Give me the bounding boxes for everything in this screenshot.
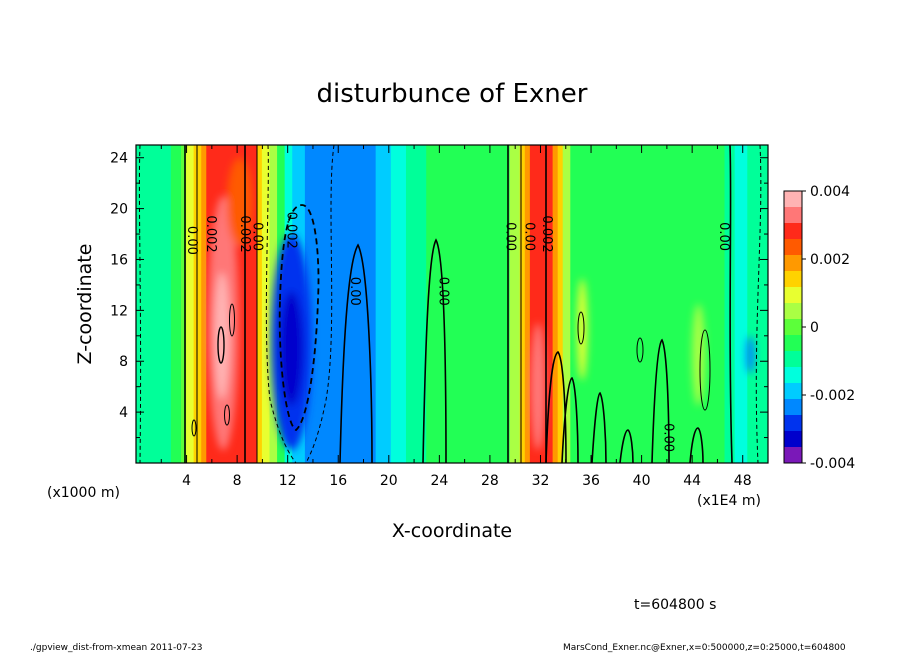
plot-frame (135, 144, 769, 464)
x-tick-label: 40 (633, 473, 651, 489)
contour-lines (138, 145, 762, 463)
field-feature (745, 335, 755, 374)
field-band (390, 145, 407, 463)
colorbar-label: 0.004 (810, 184, 850, 200)
colorbar-label: -0.002 (810, 388, 855, 404)
field-feature (577, 278, 588, 381)
field-feature (530, 323, 546, 451)
field-band (524, 145, 531, 463)
field-band (747, 145, 768, 463)
colorbar: 0.004 0.002 0 -0.002 -0.004 (783, 184, 855, 472)
x-tick-label: 8 (233, 473, 242, 489)
footer-left: ./gpview_dist-from-xmean 2011-07-23 (30, 643, 202, 653)
field-band (426, 145, 511, 463)
field-band (734, 145, 749, 463)
colorbar-swatch (784, 287, 802, 304)
colorbar-swatch (784, 207, 802, 224)
field-feature (214, 272, 230, 400)
field-band (261, 145, 271, 463)
field-band (552, 145, 559, 463)
field-band (375, 145, 392, 463)
colorbar-swatch (784, 271, 802, 288)
colorbar-swatch (784, 319, 802, 336)
x-tick-label: 28 (481, 473, 499, 489)
colorbar-swatch (784, 335, 802, 352)
contour-label: 0.002 (237, 215, 252, 252)
time-annotation: t=604800 s (634, 597, 716, 613)
field-band (570, 145, 726, 463)
contour-label: 0.00 (184, 226, 199, 255)
colorbar-swatch (784, 447, 802, 464)
x-tick-label: 36 (582, 473, 600, 489)
contour-label: 0.00 (521, 222, 536, 251)
field-band (256, 145, 263, 463)
x-multiplier-label: (x1E4 m) (697, 493, 761, 509)
y-tick-label: 24 (110, 151, 128, 167)
field-band (509, 145, 521, 463)
x-tick-label: 12 (279, 473, 297, 489)
x-tick-label: 48 (734, 473, 752, 489)
field-feature (280, 291, 303, 406)
field-band (170, 145, 183, 463)
x-tick-label: 24 (430, 473, 448, 489)
y-tick-label: 8 (119, 354, 128, 370)
contour-label: 0.00 (502, 222, 517, 251)
colorbar-swatch (784, 431, 802, 448)
field-features (208, 157, 755, 451)
contour-label: 0.00 (435, 277, 450, 306)
y-tick-label: 16 (110, 252, 128, 268)
colorbar-label: -0.004 (810, 456, 855, 472)
contour-label: 0.002 (203, 215, 218, 252)
footer-right: MarsCond_Exner.nc@Exner,x=0:500000,z=0:2… (563, 643, 846, 653)
field-feature (692, 304, 705, 406)
contour-label: 0.00 (347, 277, 362, 306)
colorbar-swatch (784, 351, 802, 368)
contour-label: 0.00 (250, 222, 265, 251)
contour-label: 0.002 (284, 212, 299, 249)
contour-label: 0.00 (660, 423, 675, 452)
x-unit-label: (x1000 m) (47, 485, 120, 501)
x-tick-label: 4 (182, 473, 191, 489)
x-tick-label: 44 (683, 473, 701, 489)
colorbar-swatch (784, 223, 802, 240)
y-tick-label: 12 (110, 303, 128, 319)
colorbar-label: 0 (810, 320, 819, 336)
colorbar-swatch (784, 383, 802, 400)
field-band (562, 145, 572, 463)
colorbar-label: 0.002 (810, 252, 850, 268)
colorbar-swatch (784, 255, 802, 272)
contour-label: 0.00 (716, 222, 731, 251)
field-band (201, 145, 208, 463)
field-band (557, 145, 564, 463)
field-band (519, 145, 526, 463)
field-band (193, 145, 203, 463)
chart-title: disturbunce of Exner (317, 79, 588, 109)
x-tick-label: 20 (380, 473, 398, 489)
y-axis-title: Z-coordinate (74, 244, 96, 365)
colorbar-swatch (784, 367, 802, 384)
field-band (136, 145, 172, 463)
field-band (181, 145, 188, 463)
field-band (186, 145, 195, 463)
colorbar-swatch (784, 303, 802, 320)
x-tick-label: 32 (532, 473, 550, 489)
y-tick-label: 20 (110, 202, 128, 218)
colorbar-swatch (784, 399, 802, 416)
x-tick-label: 16 (329, 473, 347, 489)
colorbar-swatch (784, 415, 802, 432)
contour-label: 0.002 (539, 215, 554, 252)
x-axis-title: X-coordinate (392, 520, 512, 542)
colorbar-swatch (784, 239, 802, 256)
field-band (405, 145, 428, 463)
colorbar-swatch (784, 191, 802, 208)
y-tick-label: 4 (119, 405, 128, 421)
field-feature (227, 157, 253, 247)
